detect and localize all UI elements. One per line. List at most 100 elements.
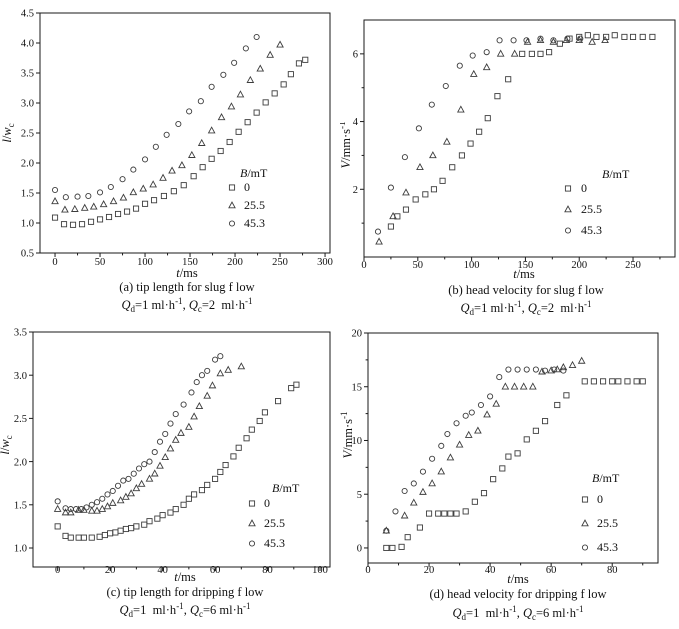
x-tick-label: 0 [361, 260, 366, 271]
y-tick-label: 4 [353, 117, 359, 128]
data-point-triangle [178, 161, 186, 169]
data-point-square [154, 515, 161, 522]
data-point-triangle [187, 150, 196, 158]
data-point-square [484, 115, 491, 122]
plot-border [363, 19, 676, 258]
x-axis-label-a: t/ms [176, 266, 198, 280]
data-point-circle [172, 411, 179, 418]
data-point-triangle [568, 360, 577, 368]
data-point-triangle [588, 37, 596, 45]
legend-title: B/mT [272, 481, 300, 495]
data-point-triangle [492, 399, 501, 407]
data-point-circle [78, 506, 85, 513]
x-tick-label: 60 [546, 565, 557, 576]
data-point-circle [146, 458, 153, 465]
data-point-circle [564, 227, 572, 234]
legend: B/mT0 25.5 45.3 [248, 481, 300, 550]
data-point-circle [496, 374, 503, 381]
data-point-square [114, 210, 122, 218]
x-tick-label: 50 [95, 257, 106, 268]
series-circle [383, 366, 567, 534]
data-point-triangle [601, 35, 609, 44]
data-point-square [67, 534, 74, 541]
x-tick-label: 100 [464, 260, 480, 271]
legend-label: 45.3 [597, 540, 618, 554]
data-point-circle [468, 409, 475, 416]
data-point-square [208, 155, 215, 162]
data-point-square [629, 33, 637, 40]
data-point-circle [93, 499, 101, 506]
data-point-square [185, 495, 192, 502]
data-point-triangle [496, 49, 505, 57]
data-point-triangle [150, 469, 159, 477]
data-point-square [248, 500, 256, 507]
data-point-triangle [98, 504, 107, 512]
data-point-circle [119, 176, 126, 183]
x-tick-label: 250 [625, 260, 641, 271]
data-point-square [198, 487, 206, 494]
data-point-square [128, 525, 135, 532]
data-point-triangle [562, 35, 571, 44]
data-point-square [60, 221, 68, 228]
data-point-square [387, 223, 394, 230]
panel-a: 0 50 100 150 200 250 300 0.5 1.0 1.5 2.0 2.5 3.0 3.5 4… [0, 9, 333, 314]
data-point-square [519, 50, 526, 57]
data-point-square [458, 152, 465, 159]
data-point-square [170, 188, 177, 195]
data-point-circle [231, 59, 238, 66]
series-circle [374, 35, 584, 235]
data-point-circle [130, 470, 137, 477]
legend-label: 45.3 [244, 216, 265, 230]
data-point-triangle [577, 356, 586, 364]
y-tick-label: 3.5 [21, 69, 34, 80]
series-circle [54, 353, 224, 513]
data-point-circle [74, 193, 81, 200]
data-point-triangle [195, 401, 204, 410]
data-point-square [96, 533, 103, 540]
data-point-circle [175, 120, 182, 128]
data-point-square [146, 518, 153, 525]
data-point-square [141, 521, 148, 528]
y-tick-label: 4.5 [21, 9, 34, 20]
data-point-triangle [51, 197, 59, 205]
y-tick-label: 2.5 [14, 414, 27, 425]
plot-border [367, 332, 659, 564]
data-point-triangle [536, 35, 545, 44]
legend-label: 0 [597, 492, 603, 506]
data-point-circle [505, 366, 512, 373]
data-point-circle [188, 389, 195, 396]
data-point-square [191, 491, 198, 498]
data-point-triangle [224, 365, 233, 373]
data-point-triangle [429, 151, 437, 159]
x-tick-label: 200 [227, 257, 243, 268]
series-square [383, 378, 646, 552]
y-axis-label-a: l/wc [0, 123, 16, 142]
data-point-circle [453, 420, 460, 427]
data-point-square [412, 196, 419, 203]
data-point-circle [96, 189, 104, 196]
data-point-square [467, 140, 474, 147]
data-point-circle [99, 495, 106, 502]
x-axis-label-b: t/ms [513, 267, 535, 281]
data-point-square [228, 184, 236, 191]
data-point-square [564, 185, 572, 192]
data-point-triangle [161, 452, 170, 461]
data-point-circle [151, 449, 158, 456]
panel-c: 0 20 40 60 80 1001.01.52.02.53.03.5B/mT025.54… [0, 328, 331, 619]
data-point-triangle [469, 69, 478, 77]
data-point-triangle [528, 382, 537, 390]
x-tick-label: 100 [137, 257, 153, 268]
data-point-circle [197, 98, 204, 105]
legend-label: 0 [581, 181, 587, 195]
data-point-circle [560, 367, 567, 374]
x-tick-label: 200 [571, 260, 587, 271]
data-point-circle [54, 498, 61, 505]
data-point-square [471, 498, 478, 505]
data-point-circle [141, 461, 148, 468]
y-tick-label: 3.0 [21, 99, 34, 110]
data-point-square [212, 475, 219, 482]
data-point-square [78, 221, 86, 228]
plot-border [32, 331, 331, 568]
data-point-circle [551, 366, 558, 373]
data-point-square [150, 197, 158, 204]
